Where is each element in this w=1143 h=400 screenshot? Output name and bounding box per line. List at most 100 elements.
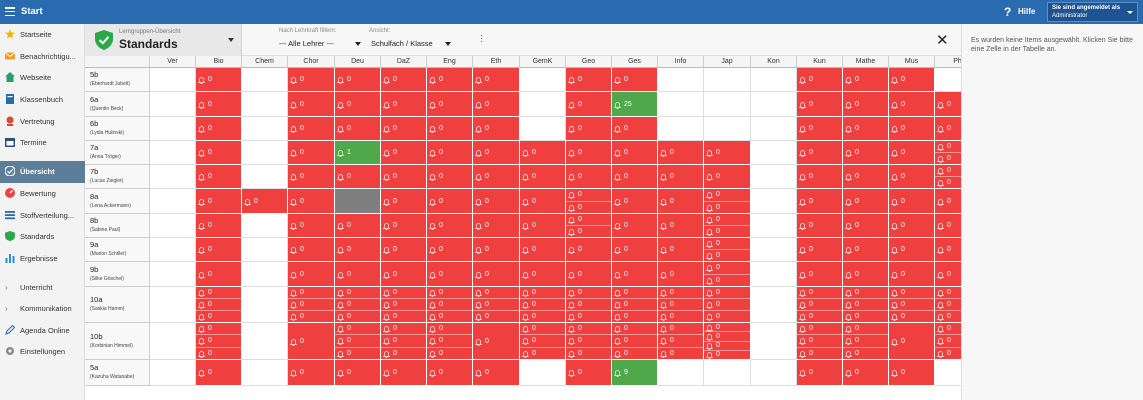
table-cell[interactable]: 0: [520, 165, 566, 189]
table-cell[interactable]: 0: [427, 238, 473, 262]
sidebar-item-startseite[interactable]: Startseite: [0, 24, 85, 46]
column-header[interactable]: Ver: [150, 56, 196, 68]
row-header[interactable]: 6b (Lydia Hulinski): [85, 117, 150, 141]
table-cell[interactable]: 0 0 0: [381, 323, 427, 360]
view-selector[interactable]: Lerngruppen-Übersicht Standards: [85, 24, 242, 56]
table-cell[interactable]: 0: [566, 117, 612, 141]
table-cell[interactable]: 0: [335, 262, 381, 287]
row-header[interactable]: 7b (Lucas Ziegler): [85, 165, 150, 189]
menu-icon[interactable]: [5, 7, 15, 17]
table-cell[interactable]: 0: [612, 117, 658, 141]
more-options-icon[interactable]: · · ·: [480, 30, 484, 47]
table-cell[interactable]: 0 0 0: [797, 323, 843, 360]
table-cell[interactable]: 0: [196, 92, 242, 117]
table-cell[interactable]: 0 0 0: [427, 287, 473, 323]
column-header[interactable]: Deu: [335, 56, 381, 68]
table-cell[interactable]: 0: [889, 68, 935, 92]
column-header[interactable]: Info: [658, 56, 704, 68]
close-icon[interactable]: ✕: [936, 32, 949, 49]
table-cell[interactable]: 0: [427, 141, 473, 165]
row-header[interactable]: 10b (Korbinian Himmel): [85, 323, 150, 360]
row-header[interactable]: 5b (Eberhardt Jubelt): [85, 68, 150, 92]
table-cell[interactable]: [242, 141, 288, 165]
table-cell[interactable]: 0: [288, 165, 335, 189]
table-cell[interactable]: [242, 68, 288, 92]
table-cell[interactable]: 0: [473, 360, 520, 386]
table-cell[interactable]: [658, 92, 704, 117]
table-cell[interactable]: 0: [381, 141, 427, 165]
table-cell[interactable]: 0 0 0: [843, 287, 889, 323]
table-cell[interactable]: 0: [381, 262, 427, 287]
table-cell[interactable]: 0: [427, 214, 473, 238]
table-cell[interactable]: [150, 68, 196, 92]
table-cell[interactable]: 0: [196, 238, 242, 262]
table-cell[interactable]: 0: [843, 189, 889, 214]
table-cell[interactable]: [520, 117, 566, 141]
table-cell[interactable]: 0: [843, 92, 889, 117]
table-cell[interactable]: 0: [658, 214, 704, 238]
table-cell[interactable]: 9: [612, 360, 658, 386]
table-cell[interactable]: 0: [658, 165, 704, 189]
table-cell[interactable]: [242, 92, 288, 117]
table-cell[interactable]: 0: [196, 214, 242, 238]
column-header[interactable]: Kun: [797, 56, 843, 68]
table-cell[interactable]: 0: [889, 189, 935, 214]
table-cell[interactable]: 0: [288, 360, 335, 386]
table-cell[interactable]: 0 0 0: [612, 323, 658, 360]
table-cell[interactable]: 0: [566, 238, 612, 262]
table-cell[interactable]: 0: [843, 117, 889, 141]
table-cell[interactable]: 0: [196, 141, 242, 165]
table-cell[interactable]: [150, 117, 196, 141]
column-header[interactable]: Chem: [242, 56, 288, 68]
column-header[interactable]: Bio: [196, 56, 242, 68]
table-cell[interactable]: 0: [288, 238, 335, 262]
table-cell[interactable]: 0: [889, 214, 935, 238]
column-header[interactable]: Ges: [612, 56, 658, 68]
table-cell[interactable]: 0: [427, 165, 473, 189]
table-cell[interactable]: [242, 238, 288, 262]
table-cell[interactable]: [704, 92, 751, 117]
table-cell[interactable]: 0 0 0: [797, 287, 843, 323]
table-cell[interactable]: [242, 262, 288, 287]
column-header[interactable]: Mus: [889, 56, 935, 68]
table-cell[interactable]: [704, 68, 751, 92]
table-cell[interactable]: 0: [335, 238, 381, 262]
row-header[interactable]: 10a (Saskia Hamm): [85, 287, 150, 323]
table-cell[interactable]: 0 0 0: [196, 323, 242, 360]
table-cell[interactable]: 0: [935, 214, 961, 238]
row-header[interactable]: 8b (Sabine Paul): [85, 214, 150, 238]
table-cell[interactable]: 0: [612, 189, 658, 214]
table-cell[interactable]: [242, 287, 288, 323]
table-cell[interactable]: [751, 92, 797, 117]
table-cell[interactable]: 0: [427, 360, 473, 386]
table-cell[interactable]: 0: [381, 360, 427, 386]
sidebar-item-klassenbuch[interactable]: Klassenbuch: [0, 89, 85, 111]
table-cell[interactable]: 0: [381, 165, 427, 189]
table-cell[interactable]: 0: [335, 165, 381, 189]
table-cell[interactable]: 0: [335, 117, 381, 141]
table-cell[interactable]: 0: [843, 360, 889, 386]
row-header[interactable]: 6a (Quentin Beck): [85, 92, 150, 117]
table-cell[interactable]: 0: [473, 323, 520, 360]
table-cell[interactable]: [150, 238, 196, 262]
column-header[interactable]: Eng: [427, 56, 473, 68]
table-cell[interactable]: [242, 117, 288, 141]
table-cell[interactable]: 0: [889, 323, 935, 360]
table-cell[interactable]: 0: [288, 117, 335, 141]
table-cell[interactable]: [150, 287, 196, 323]
table-cell[interactable]: 0: [612, 262, 658, 287]
table-cell[interactable]: 0: [566, 360, 612, 386]
column-header[interactable]: Ph: [935, 56, 961, 68]
table-cell[interactable]: 0 0 0: [196, 287, 242, 323]
table-cell[interactable]: [751, 238, 797, 262]
table-cell[interactable]: 0: [612, 68, 658, 92]
column-header[interactable]: Jap: [704, 56, 751, 68]
table-cell[interactable]: 0: [935, 262, 961, 287]
table-cell[interactable]: 0: [288, 92, 335, 117]
row-header[interactable]: 8a (Lena Ackermann): [85, 189, 150, 214]
table-cell[interactable]: 0: [288, 262, 335, 287]
table-cell[interactable]: [704, 360, 751, 386]
